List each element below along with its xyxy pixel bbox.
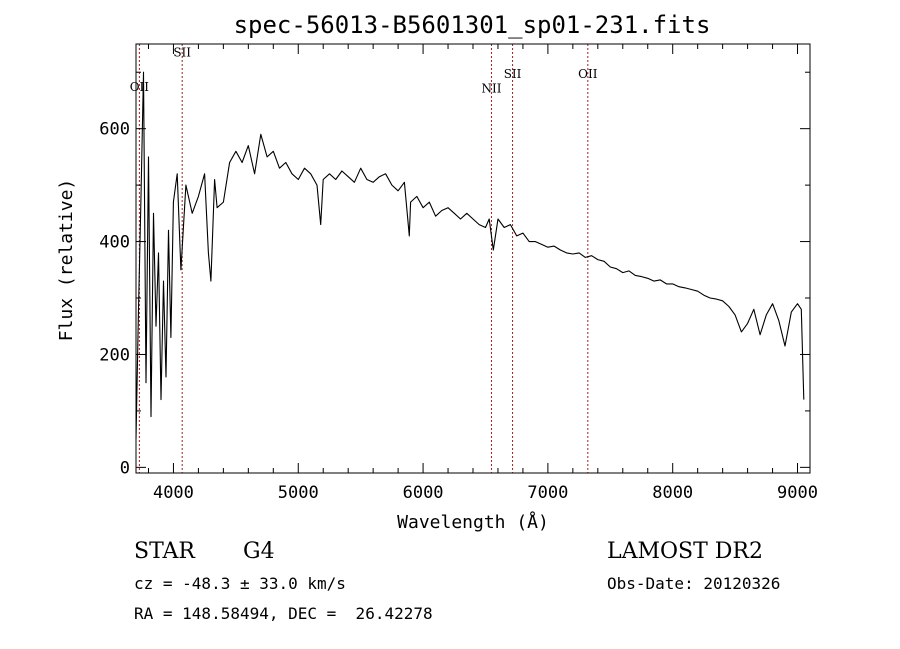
- x-axis-label: Wavelength (Å): [397, 511, 549, 533]
- survey-name: LAMOST DR2: [607, 539, 763, 564]
- spectrum-series-0: [135, 71, 805, 440]
- x-tick-label: 6000: [403, 483, 444, 503]
- line-label-1: SII: [173, 45, 191, 59]
- line-label-4: OII: [578, 67, 598, 81]
- object-subclass: G4: [243, 539, 275, 564]
- x-tick-label: 8000: [652, 483, 693, 503]
- series-layer: [135, 71, 805, 440]
- line-label-3: SII: [504, 67, 522, 81]
- y-axis-label: Flux (relative): [56, 179, 77, 342]
- x-tick-label: 5000: [278, 483, 319, 503]
- plot-frame: [135, 43, 811, 474]
- y-tick-label: 0: [120, 458, 130, 478]
- x-tick-label: 4000: [153, 483, 194, 503]
- redshift-cz: cz = -48.3 ± 33.0 km/s: [134, 574, 346, 593]
- y-tick-label: 400: [99, 233, 130, 253]
- x-tick-label: 9000: [777, 483, 818, 503]
- y-tick-label: 600: [99, 120, 130, 140]
- y-tick-label: 200: [99, 345, 130, 365]
- axis-ticks: 4000 5000 6000 7000 8000 9000 0 200 400 600: [99, 44, 818, 503]
- x-tick-label: 7000: [527, 483, 568, 503]
- observation-date: Obs-Date: 20120326: [607, 574, 781, 593]
- ra-dec-coordinates: RA = 148.58494, DEC = 26.42278: [134, 604, 433, 623]
- chart-title: spec-56013-B5601301_sp01-231.fits: [234, 11, 711, 39]
- line-label-0: OII: [130, 80, 150, 94]
- line-label-2: NII: [481, 82, 501, 96]
- object-class: STAR: [134, 539, 195, 564]
